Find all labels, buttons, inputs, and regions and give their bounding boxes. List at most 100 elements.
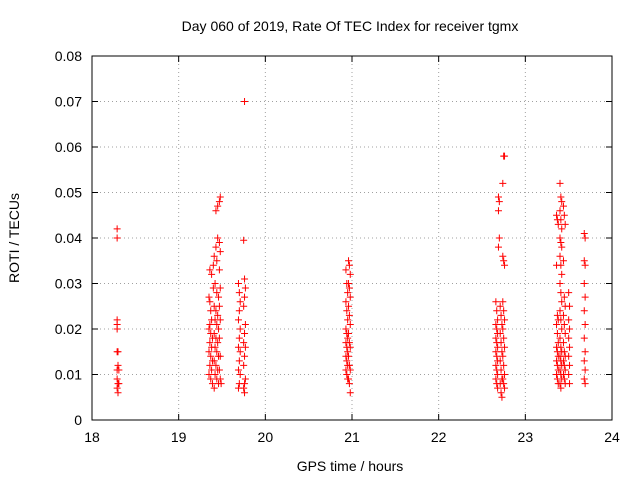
y-tick-label: 0.06 bbox=[55, 139, 82, 155]
data-point bbox=[565, 352, 573, 360]
data-point bbox=[500, 334, 508, 342]
data-point bbox=[496, 330, 504, 338]
data-point bbox=[499, 298, 507, 306]
data-point bbox=[210, 357, 218, 365]
data-point bbox=[560, 211, 568, 219]
data-point bbox=[501, 343, 509, 351]
data-point bbox=[208, 380, 216, 388]
data-point bbox=[345, 302, 353, 310]
data-point bbox=[241, 343, 249, 351]
x-axis-label: GPS time / hours bbox=[297, 458, 404, 474]
data-point bbox=[494, 343, 502, 351]
data-point bbox=[565, 371, 573, 378]
data-point bbox=[557, 239, 565, 247]
data-point bbox=[499, 352, 507, 360]
data-point bbox=[492, 361, 500, 369]
data-point bbox=[235, 289, 243, 297]
data-point bbox=[214, 202, 222, 210]
data-point bbox=[497, 366, 505, 374]
data-point bbox=[556, 307, 564, 315]
data-point bbox=[581, 261, 589, 269]
data-point bbox=[500, 380, 508, 388]
data-point bbox=[566, 302, 574, 310]
data-point bbox=[561, 366, 569, 374]
data-point bbox=[113, 375, 121, 383]
data-point bbox=[346, 366, 354, 374]
data-point bbox=[207, 375, 215, 383]
data-point bbox=[499, 252, 507, 260]
data-point bbox=[215, 366, 223, 374]
data-point bbox=[346, 320, 354, 328]
data-point bbox=[115, 366, 123, 374]
data-point bbox=[497, 311, 505, 319]
data-point bbox=[580, 334, 588, 342]
data-point bbox=[495, 234, 503, 242]
data-point bbox=[556, 334, 564, 342]
data-point bbox=[494, 193, 502, 201]
data-point bbox=[559, 257, 567, 265]
data-point bbox=[342, 266, 350, 274]
x-tick-label: 20 bbox=[258, 429, 274, 445]
y-tick-label: 0.08 bbox=[55, 48, 82, 64]
data-point bbox=[216, 284, 224, 292]
data-point bbox=[344, 348, 352, 356]
data-point bbox=[559, 202, 567, 210]
data-point bbox=[206, 339, 214, 347]
data-point bbox=[494, 384, 502, 392]
data-point bbox=[213, 348, 221, 356]
data-point bbox=[499, 179, 507, 187]
data-point bbox=[580, 375, 588, 383]
data-point bbox=[206, 266, 214, 274]
data-point bbox=[345, 361, 353, 369]
data-point bbox=[553, 330, 561, 338]
data-point bbox=[493, 352, 501, 360]
data-point bbox=[212, 361, 220, 369]
data-point bbox=[556, 234, 564, 242]
data-point bbox=[241, 352, 249, 360]
data-point bbox=[215, 334, 223, 342]
data-point bbox=[581, 320, 589, 328]
data-point bbox=[581, 348, 589, 356]
data-point bbox=[342, 298, 350, 306]
data-point bbox=[558, 198, 566, 206]
data-point bbox=[580, 257, 588, 265]
y-tick-label: 0.03 bbox=[55, 276, 82, 292]
x-tick-label: 23 bbox=[518, 429, 534, 445]
y-tick-label: 0.01 bbox=[55, 367, 82, 383]
data-point bbox=[345, 375, 353, 383]
data-point bbox=[205, 293, 213, 301]
data-point bbox=[498, 393, 506, 401]
data-point bbox=[113, 225, 121, 233]
data-point bbox=[499, 375, 507, 383]
data-point bbox=[559, 311, 567, 319]
data-point bbox=[501, 371, 509, 378]
data-point bbox=[500, 361, 508, 369]
data-point bbox=[566, 325, 574, 333]
data-point bbox=[208, 270, 216, 278]
x-tick-label: 18 bbox=[84, 429, 100, 445]
data-point bbox=[500, 257, 508, 265]
data-point bbox=[494, 207, 502, 215]
data-point bbox=[217, 380, 225, 388]
data-point bbox=[346, 270, 354, 278]
data-point bbox=[565, 334, 573, 342]
data-point bbox=[216, 248, 224, 256]
data-point bbox=[561, 220, 569, 228]
data-point bbox=[234, 316, 242, 324]
data-point bbox=[216, 316, 224, 324]
data-point bbox=[556, 252, 564, 260]
data-point bbox=[346, 343, 354, 351]
data-point bbox=[560, 348, 568, 356]
data-point bbox=[499, 325, 507, 333]
data-point bbox=[558, 225, 566, 233]
data-point bbox=[215, 266, 223, 274]
data-point bbox=[556, 207, 564, 215]
data-point bbox=[492, 320, 500, 328]
data-points bbox=[113, 98, 589, 401]
data-point bbox=[559, 339, 567, 347]
data-point bbox=[215, 325, 223, 333]
data-point bbox=[557, 384, 565, 392]
data-point bbox=[345, 261, 353, 269]
data-point bbox=[241, 330, 249, 338]
data-point bbox=[554, 220, 562, 228]
